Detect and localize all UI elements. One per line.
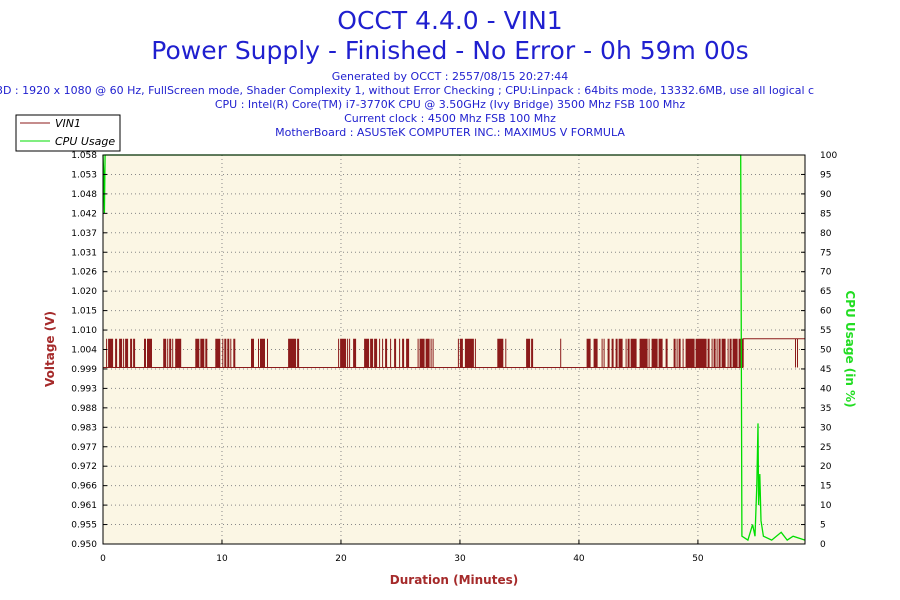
- vin1-noise: [795, 338, 798, 368]
- vin1-noise: [195, 338, 236, 368]
- x-tick-label: 20: [335, 554, 347, 564]
- legend-cpu-label: CPU Usage: [55, 135, 115, 148]
- x-axis-label: Duration (Minutes): [390, 573, 518, 587]
- y2-tick-label: 65: [820, 287, 831, 297]
- y2-tick-label: 100: [820, 151, 837, 161]
- vin1-noise: [251, 338, 268, 368]
- vin1-noise: [163, 338, 182, 368]
- y2-tick-label: 30: [820, 423, 832, 433]
- vin1-noise: [497, 338, 507, 368]
- cpu-info: CPU : Intel(R) Core(TM) i7-3770K CPU @ 3…: [214, 98, 686, 111]
- y2-tick-label: 95: [820, 170, 831, 180]
- y2-tick-label: 5: [820, 521, 826, 531]
- y2-tick-label: 40: [820, 384, 832, 394]
- vin1-noise: [144, 338, 152, 368]
- y-tick-label: 0.983: [71, 423, 97, 433]
- vin1-noise: [526, 338, 534, 368]
- y2-tick-label: 75: [820, 248, 831, 258]
- y-tick-label: 1.020: [71, 287, 97, 297]
- y2-tick-label: 80: [820, 229, 832, 239]
- vin1-noise: [457, 338, 476, 368]
- x-tick-label: 50: [692, 554, 704, 564]
- x-tick-label: 40: [573, 554, 585, 564]
- y-tick-label: 1.026: [71, 268, 97, 278]
- y2-tick-label: 70: [820, 268, 832, 278]
- vin1-series: [103, 338, 805, 369]
- y2-tick-label: 35: [820, 404, 831, 414]
- y-tick-label: 1.015: [71, 307, 97, 317]
- x-tick-label: 30: [454, 554, 466, 564]
- y2-tick-label: 0: [820, 540, 826, 550]
- y-tick-label: 0.977: [71, 443, 97, 453]
- y2-tick-label: 45: [820, 365, 831, 375]
- vin1-tail: [742, 338, 805, 368]
- legend-vin1-label: VIN1: [55, 117, 81, 130]
- y2-tick-label: 25: [820, 443, 831, 453]
- y-tick-label: 0.966: [71, 482, 97, 492]
- legend: VIN1 CPU Usage: [15, 114, 121, 152]
- x-tick-label: 10: [216, 554, 228, 564]
- y2-tick-label: 85: [820, 209, 831, 219]
- y-tick-label: 1.010: [71, 326, 97, 336]
- chart-title: OCCT 4.4.0 - VIN1: [337, 6, 563, 35]
- generated-info: Generated by OCCT : 2557/08/15 20:27:44: [331, 70, 569, 83]
- vin1-noise: [586, 338, 744, 368]
- axes: 0.950 00.955 50.961 100.966 150.972 200.977 25…: [71, 151, 837, 564]
- y-tick-label: 0.999: [71, 365, 97, 375]
- vin1-noise: [288, 338, 300, 368]
- y2-tick-label: 15: [820, 482, 831, 492]
- y2-tick-label: 10: [820, 501, 832, 511]
- y-tick-label: 0.950: [71, 540, 97, 550]
- y-tick-label: 0.988: [71, 404, 97, 414]
- y-tick-label: 1.042: [71, 209, 97, 219]
- config-info-text: ig : GPU3D : 1920 x 1080 @ 60 Hz, FullSc…: [0, 84, 815, 97]
- vin1-noise: [106, 338, 136, 368]
- y-tick-label: 1.053: [71, 170, 97, 180]
- y-tick-label: 0.972: [71, 462, 97, 472]
- y-tick-label: 0.993: [71, 384, 97, 394]
- y2-axis-label: CPU Usage (in %): [843, 290, 857, 407]
- y-axis-label: Voltage (V): [43, 311, 57, 387]
- y2-tick-label: 55: [820, 326, 831, 336]
- vin1-noise: [364, 338, 410, 368]
- clock-info: Current clock : 4500 Mhz FSB 100 Mhz: [344, 112, 556, 125]
- y2-tick-label: 20: [820, 462, 832, 472]
- y2-tick-label: 60: [820, 307, 832, 317]
- motherboard-info: MotherBoard : ASUSTeK COMPUTER INC.: MAX…: [275, 126, 625, 139]
- y2-tick-label: 50: [820, 346, 832, 356]
- y-tick-label: 1.004: [71, 346, 97, 356]
- vin1-noise: [417, 338, 434, 368]
- grid: [103, 155, 805, 544]
- config-info: ig : GPU3D : 1920 x 1080 @ 60 Hz, FullSc…: [0, 84, 900, 98]
- y-tick-label: 0.955: [71, 521, 97, 531]
- y-tick-label: 1.058: [71, 151, 97, 161]
- y2-tick-label: 90: [820, 190, 832, 200]
- vin1-noise: [338, 338, 357, 368]
- y-tick-label: 0.961: [71, 501, 97, 511]
- y-tick-label: 1.048: [71, 190, 97, 200]
- y-tick-label: 1.031: [71, 248, 97, 258]
- x-tick-label: 0: [100, 554, 106, 564]
- y-tick-label: 1.037: [71, 229, 97, 239]
- legend-box: [15, 114, 121, 152]
- chart-subtitle: Power Supply - Finished - No Error - 0h …: [151, 36, 749, 65]
